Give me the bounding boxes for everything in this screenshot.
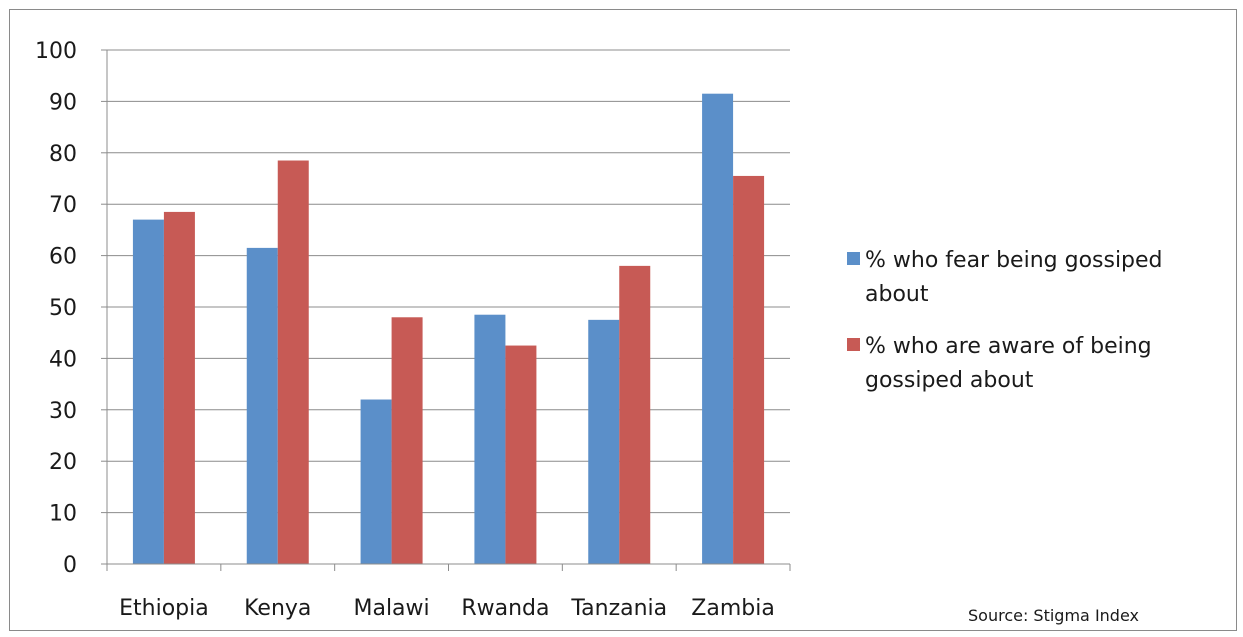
source-note: Source: Stigma Index	[968, 606, 1139, 625]
bar-ethiopia-series-1	[132, 219, 164, 564]
bar-malawi-series-1	[360, 399, 392, 564]
y-tick-label-50: 50	[49, 296, 77, 321]
y-tick-label-90: 90	[49, 90, 77, 115]
x-category-label-zambia: Zambia	[691, 596, 775, 621]
gridlines	[101, 49, 790, 565]
y-tick-label-0: 0	[63, 553, 77, 578]
legend-item-aware: % who are aware of being gossiped about	[847, 330, 1217, 398]
y-tick-label-20: 20	[49, 450, 77, 475]
bar-kenya-series-1	[246, 247, 278, 564]
bar-malawi-series-2	[391, 317, 423, 564]
x-axis-category-labels: Ethiopia Kenya Malawi Rwanda Tanzania Zambia	[119, 596, 775, 621]
legend-item-fear: % who fear being gossiped about	[847, 244, 1217, 312]
y-tick-label-70: 70	[49, 193, 77, 218]
bar-rwanda-series-2	[505, 345, 537, 564]
bar-ethiopia-series-2	[163, 211, 195, 564]
x-category-label-rwanda: Rwanda	[461, 596, 549, 621]
y-tick-label-60: 60	[49, 245, 77, 270]
y-axis-tick-labels: 0 10 20 30 40 50 60 70 80 90 100	[35, 39, 77, 578]
legend-swatch-fear	[847, 252, 860, 265]
bars	[132, 93, 765, 564]
y-tick-label-100: 100	[35, 39, 77, 64]
legend-swatch-aware	[847, 338, 860, 351]
y-tick-label-40: 40	[49, 347, 77, 372]
bar-rwanda-series-1	[474, 314, 506, 564]
x-category-label-kenya: Kenya	[244, 596, 311, 621]
x-category-label-tanzania: Tanzania	[570, 596, 667, 621]
bar-tanzania-series-2	[619, 265, 651, 564]
x-category-label-ethiopia: Ethiopia	[119, 596, 209, 621]
bar-zambia-series-1	[702, 93, 734, 564]
legend: % who fear being gossiped about % who ar…	[847, 244, 1217, 416]
axes	[106, 50, 791, 571]
legend-label-aware: % who are aware of being gossiped about	[865, 334, 1152, 393]
legend-label-fear: % who fear being gossiped about	[865, 248, 1163, 307]
x-category-label-malawi: Malawi	[353, 596, 429, 621]
y-tick-label-80: 80	[49, 142, 77, 167]
bar-zambia-series-2	[733, 175, 765, 564]
y-tick-label-10: 10	[49, 502, 77, 527]
y-tick-label-30: 30	[49, 399, 77, 424]
bar-kenya-series-2	[277, 160, 309, 564]
bar-tanzania-series-1	[588, 319, 620, 564]
